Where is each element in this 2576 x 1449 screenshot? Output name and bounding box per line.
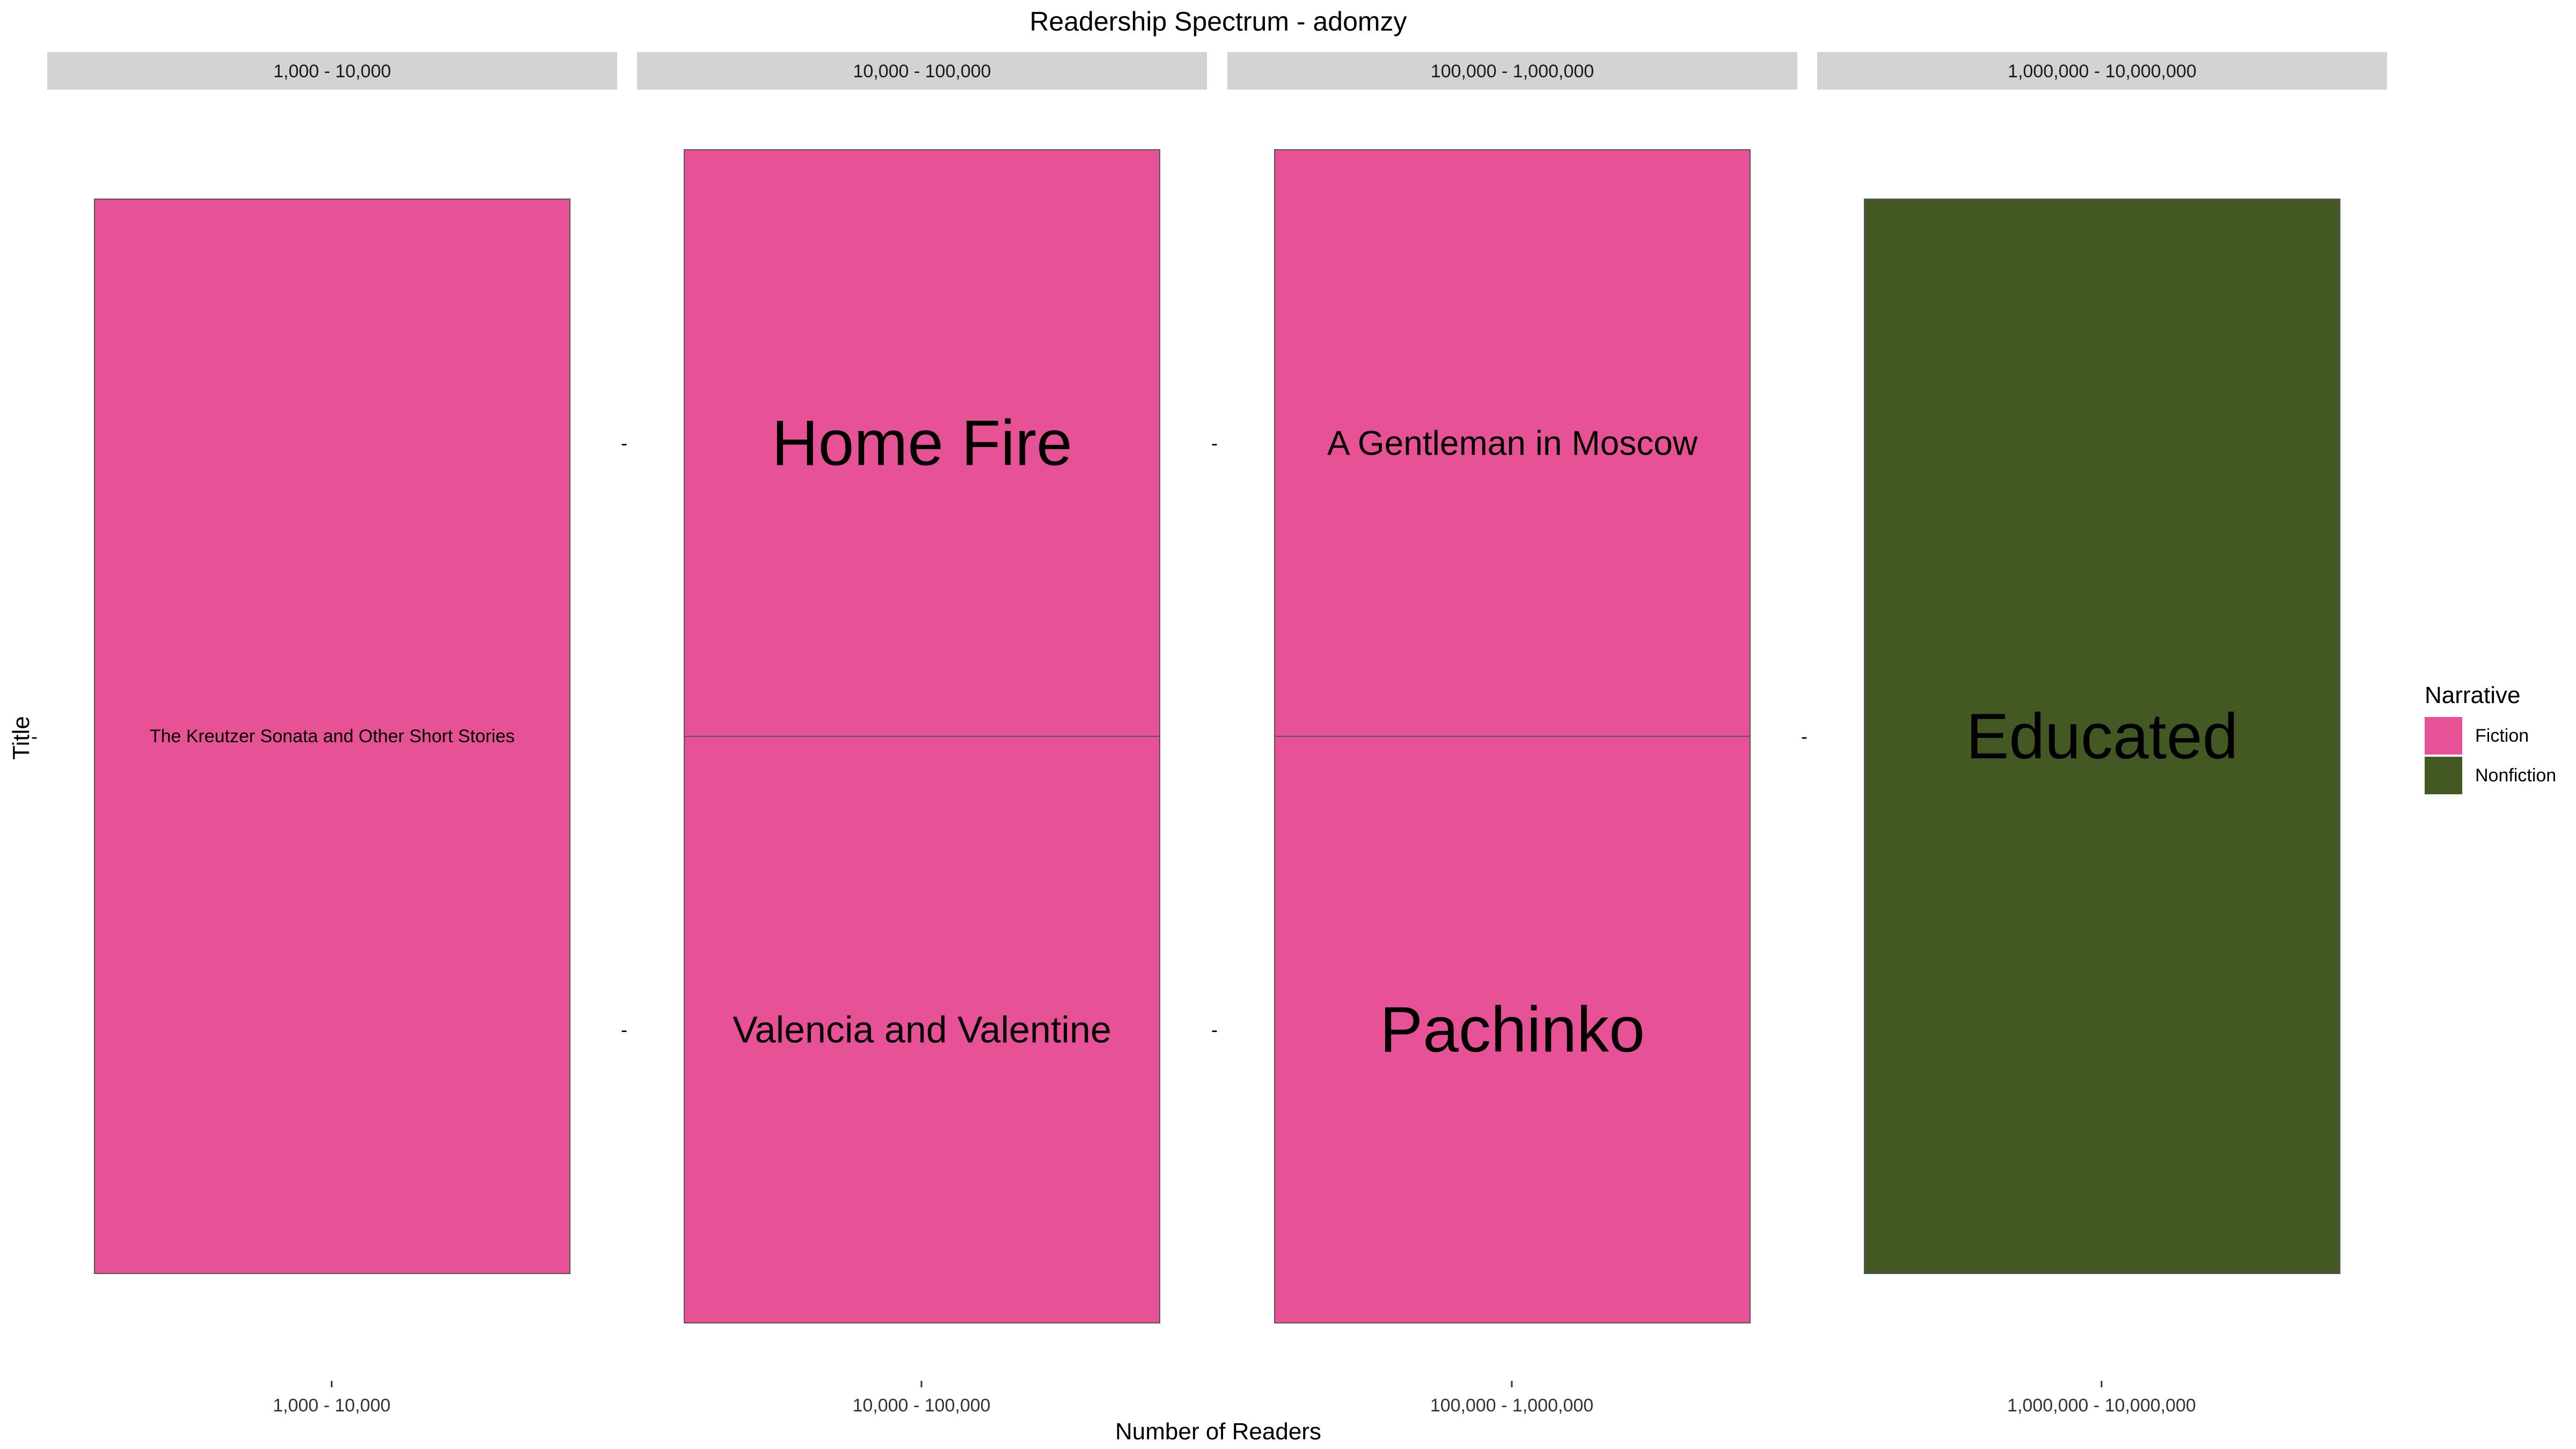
facet-strip	[1817, 52, 2387, 90]
facet-strip-label: 1,000 - 10,000	[273, 61, 391, 82]
tile-label: A Gentleman in Moscow	[1327, 424, 1698, 463]
y-tick-label: -	[31, 726, 38, 748]
facet-strip	[637, 52, 1207, 90]
treemap-tile	[684, 736, 1160, 1323]
y-tick-label: -	[1801, 726, 1807, 748]
facet-panel: 1,000 - 10,000 The Kreutzer Sonata and Ot…	[31, 52, 617, 1416]
facet-strip	[1227, 52, 1797, 90]
facet-panel: 10,000 - 100,000 Home Fire - Valencia and V…	[621, 52, 1207, 1416]
y-tick-label: -	[1211, 432, 1218, 454]
x-tick-label: 10,000 - 100,000	[852, 1395, 990, 1416]
x-tick-label: 1,000 - 10,000	[273, 1395, 390, 1416]
tile-label: The Kreutzer Sonata and Other Short Stor…	[150, 726, 515, 747]
treemap-tile	[94, 199, 570, 1274]
legend-key	[2425, 757, 2462, 794]
legend-label: Nonfiction	[2475, 765, 2556, 786]
treemap-tile	[1864, 199, 2340, 1274]
facet-strip-label: 100,000 - 1,000,000	[1431, 61, 1594, 82]
legend-title: Narrative	[2425, 682, 2521, 708]
y-tick-label: -	[621, 1019, 627, 1041]
legend: Narrative Fiction Nonfiction	[2425, 682, 2556, 794]
x-tick-label: 100,000 - 1,000,000	[1430, 1395, 1593, 1416]
facet-strip-label: 1,000,000 - 10,000,000	[2008, 61, 2197, 82]
tile-label: Home Fire	[772, 407, 1072, 479]
facet-panel: 1,000,000 - 10,000,000 Educated - 1,000,000…	[1801, 52, 2387, 1416]
facet-strip-label: 10,000 - 100,000	[853, 61, 991, 82]
x-axis-title: Number of Readers	[1115, 1418, 1321, 1445]
legend-label: Fiction	[2475, 726, 2529, 746]
y-tick-label: -	[1211, 1019, 1218, 1041]
tile-label: Educated	[1966, 700, 2238, 772]
tile-label: Valencia and Valentine	[733, 1009, 1111, 1051]
facet-panel: 100,000 - 1,000,000 A Gentleman in Moscow…	[1211, 52, 1797, 1416]
facet-panels: 1,000 - 10,000 The Kreutzer Sonata and Ot…	[31, 52, 2387, 1416]
y-axis-title: Title	[8, 716, 34, 760]
legend-key	[2425, 717, 2462, 755]
tile-label: Pachinko	[1380, 994, 1645, 1066]
chart-title: Readership Spectrum - adomzy	[1029, 6, 1407, 36]
treemap-tile	[1274, 736, 1751, 1323]
treemap-tile	[684, 149, 1160, 737]
treemap-tile	[1274, 149, 1751, 737]
x-tick-label: 1,000,000 - 10,000,000	[2007, 1395, 2196, 1416]
facet-strip	[47, 52, 617, 90]
y-tick-label: -	[621, 432, 627, 454]
